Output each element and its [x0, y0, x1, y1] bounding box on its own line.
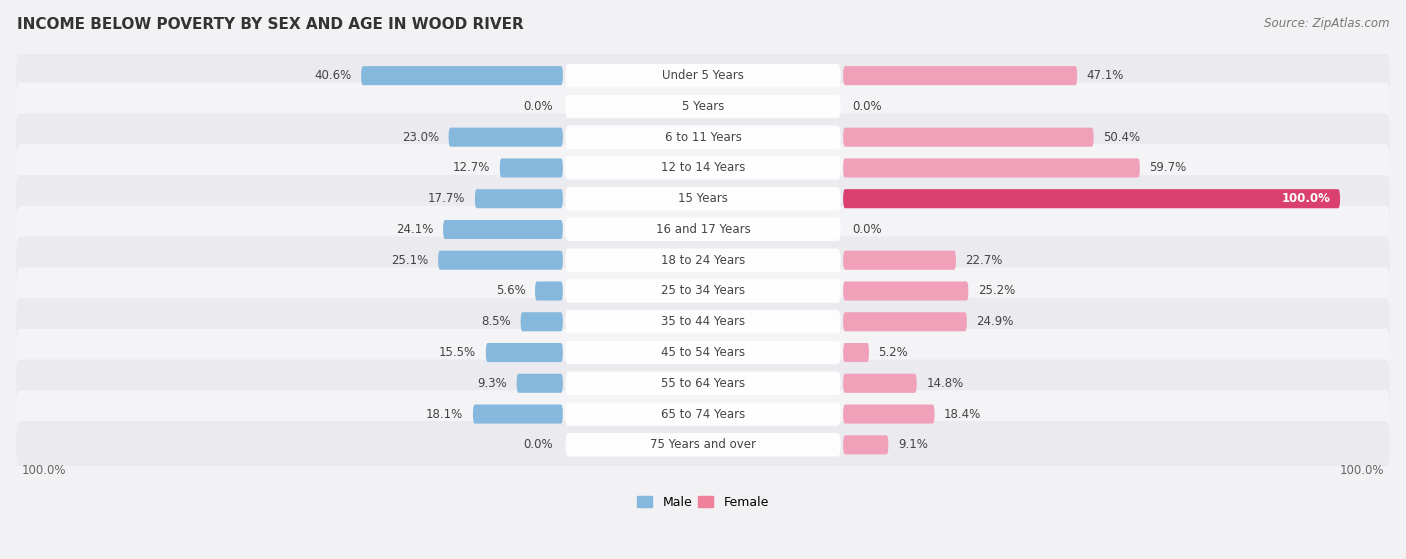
Text: 5.6%: 5.6% [496, 285, 526, 297]
FancyBboxPatch shape [565, 126, 841, 149]
Text: 23.0%: 23.0% [402, 131, 439, 144]
Text: 55 to 64 Years: 55 to 64 Years [661, 377, 745, 390]
Text: 0.0%: 0.0% [852, 223, 883, 236]
FancyBboxPatch shape [17, 206, 1389, 253]
FancyBboxPatch shape [499, 158, 562, 178]
FancyBboxPatch shape [844, 312, 967, 331]
FancyBboxPatch shape [844, 158, 1140, 178]
Legend: Male, Female: Male, Female [633, 491, 773, 514]
Text: 35 to 44 Years: 35 to 44 Years [661, 315, 745, 328]
Text: 100.0%: 100.0% [21, 464, 66, 477]
FancyBboxPatch shape [565, 249, 841, 272]
Text: 12.7%: 12.7% [453, 162, 491, 174]
FancyBboxPatch shape [516, 374, 562, 393]
FancyBboxPatch shape [565, 187, 841, 210]
Text: 12 to 14 Years: 12 to 14 Years [661, 162, 745, 174]
FancyBboxPatch shape [565, 372, 841, 395]
FancyBboxPatch shape [17, 113, 1389, 161]
Text: 25 to 34 Years: 25 to 34 Years [661, 285, 745, 297]
FancyBboxPatch shape [443, 220, 562, 239]
Text: 24.1%: 24.1% [396, 223, 433, 236]
FancyBboxPatch shape [17, 298, 1389, 345]
FancyBboxPatch shape [844, 250, 956, 270]
Text: 24.9%: 24.9% [976, 315, 1014, 328]
FancyBboxPatch shape [536, 282, 562, 301]
Text: 100.0%: 100.0% [1340, 464, 1385, 477]
FancyBboxPatch shape [565, 94, 841, 118]
Text: 45 to 54 Years: 45 to 54 Years [661, 346, 745, 359]
FancyBboxPatch shape [449, 127, 562, 146]
Text: 6 to 11 Years: 6 to 11 Years [665, 131, 741, 144]
FancyBboxPatch shape [520, 312, 562, 331]
FancyBboxPatch shape [17, 390, 1389, 438]
Text: 14.8%: 14.8% [927, 377, 963, 390]
Text: 65 to 74 Years: 65 to 74 Years [661, 408, 745, 420]
FancyBboxPatch shape [17, 329, 1389, 376]
FancyBboxPatch shape [486, 343, 562, 362]
Text: 18 to 24 Years: 18 to 24 Years [661, 254, 745, 267]
FancyBboxPatch shape [17, 144, 1389, 192]
FancyBboxPatch shape [439, 250, 562, 270]
Text: 75 Years and over: 75 Years and over [650, 438, 756, 451]
Text: 22.7%: 22.7% [966, 254, 1002, 267]
FancyBboxPatch shape [844, 405, 935, 424]
FancyBboxPatch shape [565, 341, 841, 364]
FancyBboxPatch shape [844, 374, 917, 393]
FancyBboxPatch shape [844, 435, 889, 454]
Text: 15 Years: 15 Years [678, 192, 728, 205]
Text: 50.4%: 50.4% [1104, 131, 1140, 144]
Text: 25.1%: 25.1% [391, 254, 429, 267]
FancyBboxPatch shape [361, 66, 562, 85]
Text: 17.7%: 17.7% [427, 192, 465, 205]
Text: 40.6%: 40.6% [315, 69, 352, 82]
Text: Under 5 Years: Under 5 Years [662, 69, 744, 82]
Text: INCOME BELOW POVERTY BY SEX AND AGE IN WOOD RIVER: INCOME BELOW POVERTY BY SEX AND AGE IN W… [17, 17, 523, 32]
FancyBboxPatch shape [17, 236, 1389, 284]
Text: 15.5%: 15.5% [439, 346, 477, 359]
Text: 0.0%: 0.0% [523, 438, 554, 451]
Text: 18.1%: 18.1% [426, 408, 464, 420]
Text: 0.0%: 0.0% [852, 100, 883, 113]
FancyBboxPatch shape [565, 280, 841, 302]
FancyBboxPatch shape [844, 343, 869, 362]
FancyBboxPatch shape [17, 52, 1389, 100]
FancyBboxPatch shape [17, 421, 1389, 468]
FancyBboxPatch shape [565, 157, 841, 179]
FancyBboxPatch shape [844, 66, 1077, 85]
Text: 59.7%: 59.7% [1149, 162, 1187, 174]
FancyBboxPatch shape [565, 218, 841, 241]
FancyBboxPatch shape [475, 189, 562, 209]
Text: 9.1%: 9.1% [898, 438, 928, 451]
Text: 25.2%: 25.2% [979, 285, 1015, 297]
FancyBboxPatch shape [472, 405, 562, 424]
Text: 100.0%: 100.0% [1282, 192, 1330, 205]
FancyBboxPatch shape [565, 310, 841, 334]
Text: 9.3%: 9.3% [477, 377, 508, 390]
Text: 16 and 17 Years: 16 and 17 Years [655, 223, 751, 236]
Text: 5 Years: 5 Years [682, 100, 724, 113]
Text: 0.0%: 0.0% [523, 100, 554, 113]
Text: Source: ZipAtlas.com: Source: ZipAtlas.com [1264, 17, 1389, 30]
FancyBboxPatch shape [565, 64, 841, 87]
FancyBboxPatch shape [844, 127, 1094, 146]
FancyBboxPatch shape [17, 359, 1389, 407]
Text: 47.1%: 47.1% [1087, 69, 1125, 82]
Text: 18.4%: 18.4% [945, 408, 981, 420]
Text: 8.5%: 8.5% [481, 315, 510, 328]
Text: 5.2%: 5.2% [879, 346, 908, 359]
FancyBboxPatch shape [844, 189, 1340, 209]
FancyBboxPatch shape [17, 267, 1389, 315]
FancyBboxPatch shape [17, 83, 1389, 130]
FancyBboxPatch shape [17, 175, 1389, 222]
FancyBboxPatch shape [565, 402, 841, 426]
FancyBboxPatch shape [844, 282, 969, 301]
FancyBboxPatch shape [565, 433, 841, 457]
